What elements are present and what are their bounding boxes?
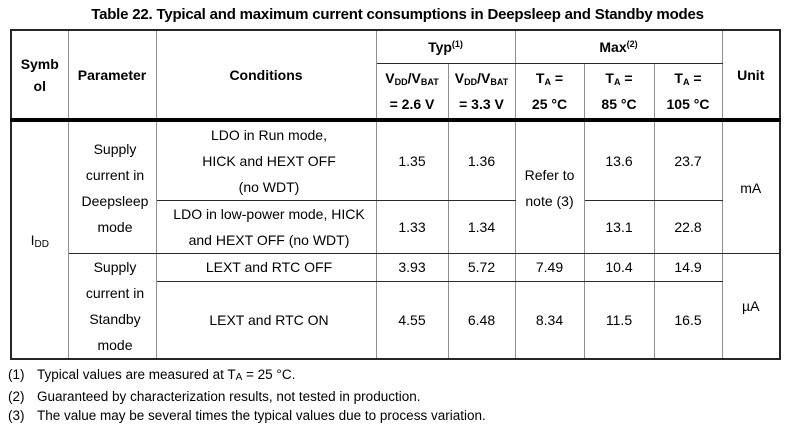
- conditions-line: (no WDT): [238, 179, 300, 195]
- value-ta105-row2: 22.8: [653, 200, 723, 254]
- max-label: Max: [599, 38, 627, 55]
- voltage-value: = 2.6 V: [389, 95, 435, 112]
- value-ta85-row4: 11.5: [583, 280, 655, 360]
- footnotes: (1) Typical values are measured at TA = …: [8, 365, 795, 426]
- value-typ33-row4: 6.48: [447, 280, 516, 360]
- col-header-ta105: TA = 105 °C: [653, 62, 723, 122]
- temp-value: 85 °C: [601, 95, 637, 112]
- col-header-symbol-label: Symbol: [20, 55, 59, 94]
- ta-line: TA =: [674, 69, 702, 87]
- conditions-lext-off-cell: LEXT and RTC OFF: [155, 253, 377, 282]
- value-typ33-row1: 1.36: [447, 119, 516, 201]
- col-header-symbol: Symbol: [10, 29, 69, 122]
- footnote-number: (3): [8, 408, 25, 423]
- unit-ua-cell: µA: [721, 253, 781, 360]
- col-header-unit: Unit: [721, 29, 781, 122]
- value-ta25-merged: Refer to note (3): [514, 119, 585, 254]
- conditions-line: LDO in low-power mode, HICK: [173, 206, 365, 222]
- conditions-line: LDO in Run mode,: [211, 127, 327, 143]
- value-ta25-row3: 7.49: [514, 253, 585, 282]
- footnote-number: (2): [8, 388, 25, 404]
- value-ta85-row1: 13.6: [583, 119, 655, 201]
- value-ta105-row4: 16.5: [653, 280, 723, 360]
- voltage-value: = 3.3 V: [459, 95, 504, 112]
- spec-table: Symbol Parameter Conditions Typ(1) Max(2…: [10, 29, 781, 360]
- col-header-conditions: Conditions: [155, 29, 377, 122]
- conditions-line: HICK and HEXT OFF: [202, 153, 336, 169]
- table-title: Table 22. Typical and maximum current co…: [91, 6, 704, 23]
- conditions-ldo-lowpower-cell: LDO in low-power mode, HICK and HEXT OFF…: [155, 200, 377, 254]
- value-typ33-row2: 1.34: [447, 200, 516, 254]
- typ-label: Typ: [428, 38, 452, 55]
- value-typ26-row3: 3.93: [375, 253, 449, 282]
- footnote-2: (2) Guaranteed by characterization resul…: [8, 387, 795, 407]
- footnote-text: Typical values are measured at TA = 25 °…: [37, 367, 296, 383]
- symbol-idd-cell: IDD: [10, 119, 69, 360]
- col-header-typ: Typ(1): [375, 29, 516, 64]
- footnote-1: (1) Typical values are measured at TA = …: [8, 365, 795, 387]
- col-header-parameter: Parameter: [67, 29, 157, 122]
- vdd-vbat-line: VDD/VBAT: [454, 69, 509, 87]
- col-header-vdd-2v6: VDD/VBAT = 2.6 V: [375, 62, 449, 122]
- parameter-deepsleep-cell: Supply current in Deepsleep mode: [67, 119, 157, 254]
- col-header-vdd-3v3: VDD/VBAT = 3.3 V: [447, 62, 516, 122]
- value-typ33-row3: 5.72: [447, 253, 516, 282]
- ta-line: TA =: [535, 69, 564, 87]
- footnote-number: (1): [8, 367, 25, 382]
- value-ta105-row1: 23.7: [653, 119, 723, 201]
- conditions-lext-on-cell: LEXT and RTC ON: [155, 280, 377, 360]
- col-header-max: Max(2): [514, 29, 723, 64]
- value-typ26-row2: 1.33: [375, 200, 449, 254]
- col-header-ta85: TA = 85 °C: [583, 62, 655, 122]
- value-ta85-row3: 10.4: [583, 253, 655, 282]
- ta-line: TA =: [605, 69, 633, 87]
- col-header-ta25: TA = 25 °C: [514, 62, 585, 122]
- vdd-vbat-line: VDD/VBAT: [385, 69, 439, 87]
- conditions-line: and HEXT OFF (no WDT): [188, 232, 350, 248]
- value-ta25-row4: 8.34: [514, 280, 585, 360]
- value-ta105-row3: 14.9: [653, 253, 723, 282]
- max-note-ref: (2): [626, 38, 638, 49]
- footnote-text: Guaranteed by characterization results, …: [37, 388, 421, 404]
- value-typ26-row1: 1.35: [375, 119, 449, 201]
- unit-ma-cell: mA: [721, 119, 781, 254]
- value-typ26-row4: 4.55: [375, 280, 449, 360]
- conditions-line: LEXT and RTC ON: [209, 311, 329, 328]
- typ-note-ref: (1): [451, 38, 463, 49]
- temp-value: 25 °C: [531, 95, 568, 112]
- value-ta85-row2: 13.1: [583, 200, 655, 254]
- footnote-text: The value may be several times the typic…: [37, 408, 486, 423]
- conditions-ldo-run-cell: LDO in Run mode, HICK and HEXT OFF (no W…: [155, 119, 377, 201]
- footnote-3: (3) The value may be several times the t…: [8, 406, 795, 426]
- temp-value: 105 °C: [666, 95, 710, 112]
- conditions-line: LEXT and RTC OFF: [205, 259, 333, 276]
- parameter-standby-cell: Supply current in Standby mode: [67, 253, 157, 360]
